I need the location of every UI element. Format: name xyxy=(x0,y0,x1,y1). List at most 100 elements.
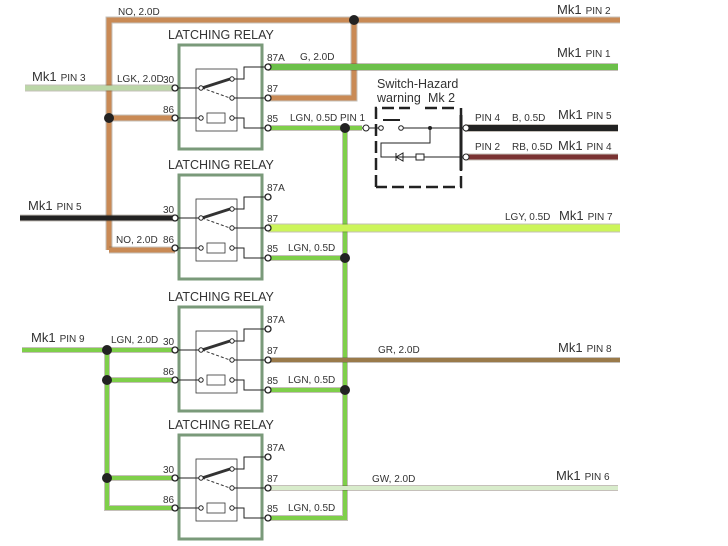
wires xyxy=(20,15,620,521)
relays: LATCHING RELAY 30 86 87A 87 85 LATCHING RELAY 3… xyxy=(163,28,285,541)
connector-mk1-pin5-left: Mk1 PIN 5 xyxy=(28,198,82,213)
pin-87-label: 87 xyxy=(267,84,279,95)
latching-relay-2: LATCHING RELAY 30 86 87A 87 85 xyxy=(163,158,285,281)
connector-mk1-pin7: Mk1 PIN 7 xyxy=(559,208,613,223)
pin-85-label: 85 xyxy=(267,244,279,255)
switch-terminal xyxy=(462,124,470,132)
relay-contact xyxy=(229,377,235,383)
junction-dot xyxy=(340,123,350,133)
junction-dot xyxy=(340,385,350,395)
relay-title: LATCHING RELAY xyxy=(168,158,274,172)
pin-86-label: 86 xyxy=(163,367,175,378)
junction-dot xyxy=(102,345,112,355)
relay-terminal xyxy=(264,386,272,394)
wire-label-gr: GR, 2.0D xyxy=(378,345,420,356)
wire-label-lgy: LGY, 0.5D xyxy=(505,212,550,223)
relay-contact xyxy=(229,225,235,231)
relay-coil xyxy=(206,242,226,254)
wire-label-lgn-in: LGN, 2.0D xyxy=(111,335,158,346)
pin-87-label: 87 xyxy=(267,474,279,485)
relay-contact xyxy=(229,245,235,251)
relay-terminal xyxy=(171,84,179,92)
connector-mk1-pin8: Mk1 PIN 8 xyxy=(558,340,612,355)
switch-pin1-label: PIN 1 xyxy=(340,113,365,124)
switch-contact xyxy=(378,125,384,131)
relay-contact xyxy=(229,357,235,363)
relay-coil xyxy=(206,374,226,386)
relay-switch-arm xyxy=(201,207,231,220)
relay-line xyxy=(232,66,268,80)
relay-terminal xyxy=(264,484,272,492)
relay-contact xyxy=(198,245,204,251)
relay-terminal xyxy=(264,124,272,132)
wire-label-g: G, 2.0D xyxy=(300,52,334,63)
switch-node xyxy=(428,126,432,130)
relay-title: LATCHING RELAY xyxy=(168,28,274,42)
wire-label-lgk: LGK, 2.0D xyxy=(117,74,164,85)
pin-87-label: 87 xyxy=(267,214,279,225)
relay-contact xyxy=(229,505,235,511)
labels: NO, 2.0D G, 2.0D LGK, 2.0D LGN, 0.5D B, … xyxy=(28,2,613,514)
switch-title-line1: Switch-Hazard xyxy=(377,77,458,91)
relay-line xyxy=(232,247,268,259)
pin-30-label: 30 xyxy=(163,465,175,476)
relay-contact xyxy=(198,347,204,353)
connector-mk1-pin2: Mk1 PIN 2 xyxy=(557,2,611,17)
wire-label-lgn4: LGN, 0.5D xyxy=(288,503,335,514)
diode-icon xyxy=(394,152,404,162)
pin-86-label: 86 xyxy=(163,105,175,116)
relay-contact xyxy=(198,475,204,481)
latching-relay-1: LATCHING RELAY 30 86 87A 87 85 xyxy=(163,28,285,151)
relay-terminal xyxy=(264,514,272,522)
relay-terminal xyxy=(171,346,179,354)
wire-label-no-top: NO, 2.0D xyxy=(118,7,160,18)
wire-label-rb: RB, 0.5D xyxy=(512,142,553,153)
junction-dot xyxy=(104,113,114,123)
junction-dot xyxy=(102,473,112,483)
relay-terminal xyxy=(171,474,179,482)
relay-terminal xyxy=(171,376,179,384)
wire-label-lgn1: LGN, 0.5D xyxy=(290,113,337,124)
pin-30-label: 30 xyxy=(163,75,175,86)
relay-contact xyxy=(229,95,235,101)
relay-contact xyxy=(229,76,235,82)
switch-pin4-label: PIN 4 xyxy=(475,113,500,124)
lamp-icon xyxy=(415,153,425,161)
pin-87-label: 87 xyxy=(267,346,279,357)
relay-coil xyxy=(206,112,226,124)
relay-terminal xyxy=(264,254,272,262)
pin-85-label: 85 xyxy=(267,114,279,125)
pin-85-label: 85 xyxy=(267,504,279,515)
wire-no-87 xyxy=(268,20,357,101)
relay-contact xyxy=(198,377,204,383)
connector-mk1-pin4: Mk1 PIN 4 xyxy=(558,138,612,153)
junction-dot xyxy=(349,15,359,25)
relay-line xyxy=(232,117,268,129)
relay-terminal xyxy=(264,224,272,232)
relay-switch-arm xyxy=(201,467,231,480)
switch-hazard-warning xyxy=(362,106,470,189)
relay-terminal xyxy=(171,244,179,252)
relay-line xyxy=(232,196,268,210)
relay-contact xyxy=(198,215,204,221)
relay-terminal xyxy=(264,94,272,102)
relay-box xyxy=(177,173,264,281)
relay-line xyxy=(232,456,268,470)
relay-terminal xyxy=(264,325,272,333)
relay-title: LATCHING RELAY xyxy=(168,290,274,304)
relay-terminal xyxy=(171,114,179,122)
relay-terminal xyxy=(171,504,179,512)
wire-no-top xyxy=(106,17,620,250)
connector-mk1-pin5-right: Mk1 PIN 5 xyxy=(558,107,612,122)
relay-terminal xyxy=(264,193,272,201)
wire-label-gw: GW, 2.0D xyxy=(372,474,415,485)
junction-dot xyxy=(340,253,350,263)
